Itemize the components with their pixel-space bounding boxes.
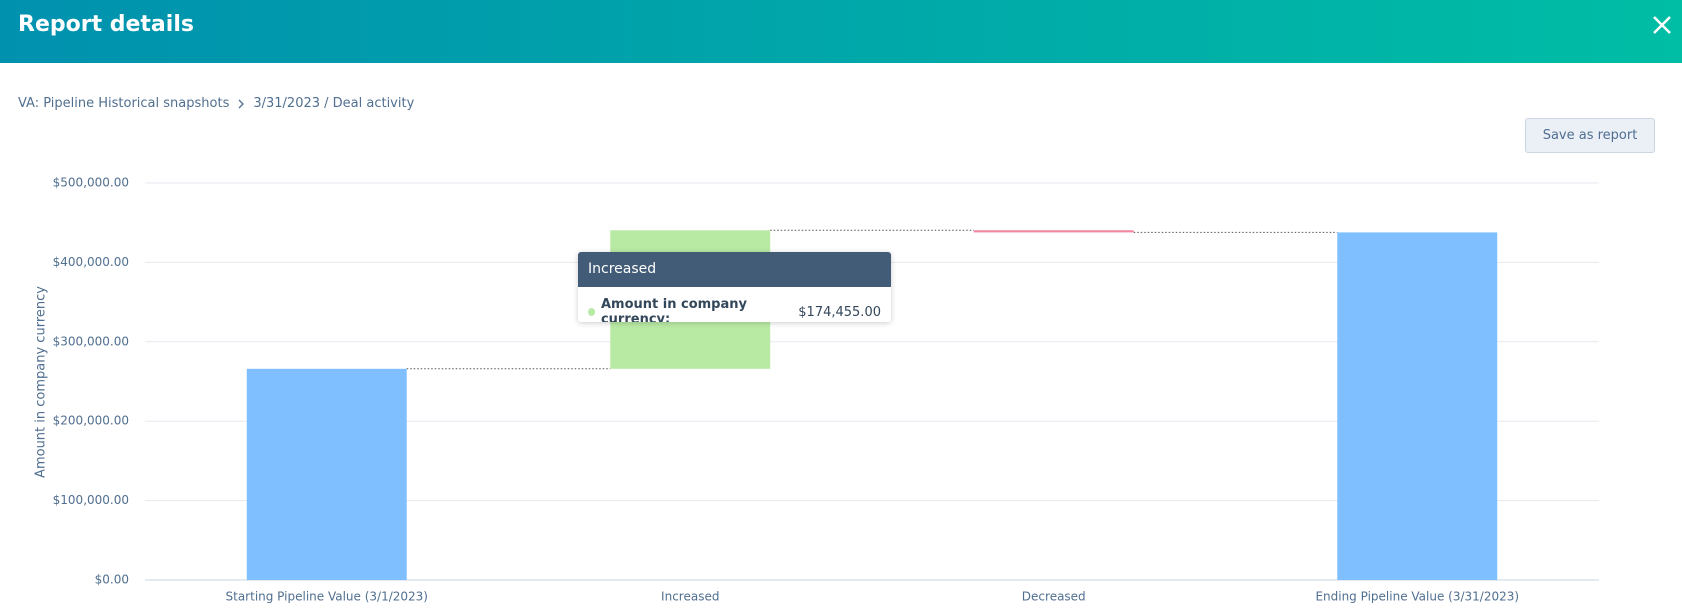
bar xyxy=(973,230,1134,233)
y-axis-label: Amount in company currency xyxy=(34,286,49,478)
x-tick-label: Starting Pipeline Value (3/1/2023) xyxy=(226,590,429,604)
breadcrumb-parent[interactable]: VA: Pipeline Historical snapshots xyxy=(18,96,230,111)
tooltip-title: Increased xyxy=(578,252,891,287)
x-tick-label: Decreased xyxy=(1022,590,1086,604)
header-title: Report details xyxy=(18,12,194,37)
breadcrumb: VA: Pipeline Historical snapshots 3/31/2… xyxy=(18,96,414,111)
breadcrumb-current: 3/31/2023 / Deal activity xyxy=(253,96,415,111)
tooltip-series: Amount in company currency: xyxy=(600,297,747,322)
tooltip: Increased Amount in company currency: $1… xyxy=(578,252,891,322)
y-tick-label: $400,000.00 xyxy=(53,255,129,269)
tooltip-dot xyxy=(588,308,595,316)
header: Report details xyxy=(0,0,1682,63)
save-button[interactable]: Save as report xyxy=(1525,118,1655,153)
y-tick-label: $0.00 xyxy=(95,573,129,587)
tooltip-value: $174,455.00 xyxy=(798,304,881,320)
bar xyxy=(1337,232,1498,581)
tooltip-body: Amount in company currency: $174,455.00 xyxy=(578,287,891,322)
x-tick-label: Increased xyxy=(661,590,719,604)
y-tick-label: $200,000.00 xyxy=(53,414,129,428)
y-tick-label: $300,000.00 xyxy=(53,334,129,348)
bar xyxy=(246,368,407,580)
close-icon[interactable] xyxy=(1652,15,1672,35)
x-tick-label: Ending Pipeline Value (3/31/2023) xyxy=(1315,590,1519,604)
y-tick-label: $100,000.00 xyxy=(53,493,129,507)
y-tick-label: $500,000.00 xyxy=(53,176,129,190)
chevron xyxy=(238,99,245,108)
